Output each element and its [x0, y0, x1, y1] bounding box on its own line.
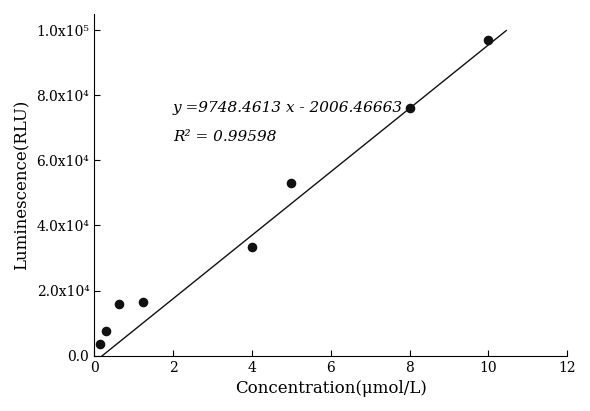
Point [101, 328, 111, 335]
X-axis label: Concentration(μmol/L): Concentration(μmol/L) [235, 380, 427, 397]
Point [139, 299, 148, 305]
Y-axis label: Luminescence(RLU): Luminescence(RLU) [14, 99, 31, 270]
Point [247, 243, 257, 250]
Text: y =9748.4613 x - 2006.46663: y =9748.4613 x - 2006.46663 [173, 101, 403, 115]
Point [484, 37, 493, 43]
Point [96, 341, 105, 348]
Point [287, 180, 296, 187]
Point [405, 105, 414, 111]
Text: R² = 0.99598: R² = 0.99598 [173, 130, 277, 144]
Point [114, 300, 124, 307]
